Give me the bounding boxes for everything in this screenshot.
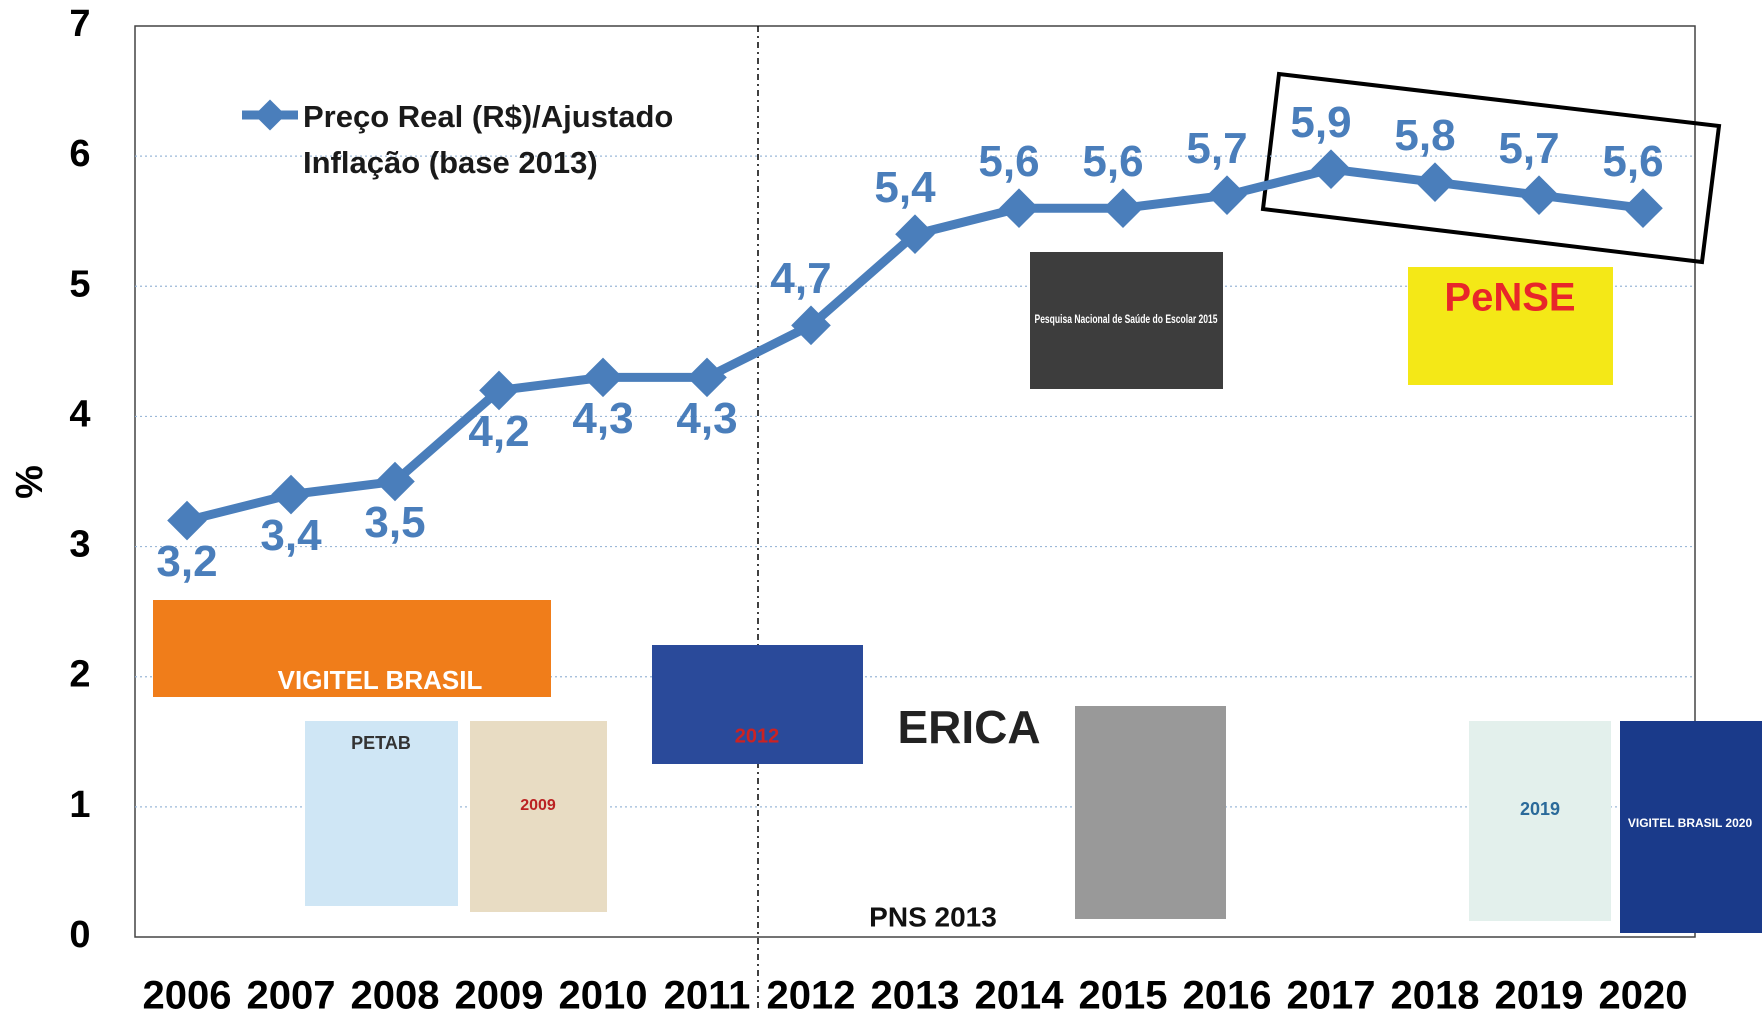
data-point bbox=[999, 188, 1039, 228]
plot-frame bbox=[134, 25, 1696, 938]
x-tick-label: 2012 bbox=[767, 974, 856, 1018]
annotation: 2019 bbox=[1520, 799, 1560, 819]
annotation: Pesquisa Nacional de Saúde do Escolar 20… bbox=[1035, 312, 1218, 326]
data-point bbox=[1103, 188, 1143, 228]
annotation: PNS 2013 bbox=[869, 901, 997, 932]
x-tick-label: 2016 bbox=[1183, 974, 1272, 1018]
x-tick-label: 2013 bbox=[871, 974, 960, 1018]
x-tick-label: 2009 bbox=[455, 974, 544, 1018]
x-tick-label: 2018 bbox=[1391, 974, 1480, 1018]
highlight-box bbox=[1260, 71, 1722, 265]
data-label: 5,4 bbox=[874, 163, 936, 212]
data-point bbox=[895, 214, 935, 255]
y-tick-label: 5 bbox=[69, 263, 90, 305]
y-tick-label: 4 bbox=[69, 393, 90, 435]
x-tick-label: 2019 bbox=[1495, 974, 1584, 1018]
data-label: 5,9 bbox=[1290, 98, 1351, 147]
x-tick-label: 2015 bbox=[1079, 974, 1168, 1018]
x-tick-label: 2007 bbox=[247, 974, 336, 1018]
data-label: 5,6 bbox=[1082, 137, 1143, 186]
y-tick-label: 3 bbox=[69, 524, 90, 566]
x-tick-label: 2020 bbox=[1599, 974, 1688, 1018]
data-point bbox=[687, 357, 727, 398]
y-axis-label: % bbox=[9, 465, 51, 499]
data-point bbox=[1519, 175, 1559, 215]
data-label: 4,2 bbox=[468, 407, 529, 456]
data-point bbox=[1311, 149, 1351, 189]
cover-image bbox=[1075, 706, 1226, 919]
annotation: 2012 bbox=[735, 725, 780, 747]
data-label: 3,2 bbox=[156, 537, 217, 586]
legend-label: Preço Real (R$)/Ajustado Inflação (base … bbox=[303, 99, 674, 180]
annotation: PETAB bbox=[351, 733, 411, 753]
x-tick-label: 2017 bbox=[1287, 974, 1376, 1018]
data-point bbox=[1207, 175, 1247, 215]
x-tick-label: 2006 bbox=[143, 974, 232, 1018]
data-point bbox=[375, 461, 415, 502]
annotation: ERICA bbox=[897, 701, 1040, 753]
data-label: 3,5 bbox=[364, 498, 425, 547]
annotation: VIGITEL BRASIL bbox=[278, 665, 483, 695]
cover-image bbox=[305, 721, 458, 906]
cover-image bbox=[1030, 252, 1223, 389]
data-point bbox=[271, 474, 311, 515]
cover-image bbox=[1469, 721, 1611, 921]
data-point bbox=[479, 370, 519, 411]
cover-image bbox=[1620, 721, 1762, 933]
legend-marker bbox=[254, 99, 286, 131]
data-point bbox=[791, 305, 831, 346]
data-label: 3,4 bbox=[260, 511, 322, 560]
data-label: 5,7 bbox=[1186, 124, 1247, 173]
data-point bbox=[167, 500, 207, 541]
cover-image bbox=[470, 721, 607, 912]
data-point bbox=[583, 357, 623, 398]
data-label: 5,8 bbox=[1394, 111, 1455, 160]
data-point bbox=[1623, 188, 1663, 228]
data-label: 5,6 bbox=[1602, 137, 1663, 186]
y-tick-label: 7 bbox=[69, 3, 90, 45]
cover-image bbox=[652, 645, 863, 764]
x-tick-label: 2008 bbox=[351, 974, 440, 1018]
data-label: 4,7 bbox=[770, 254, 831, 303]
cover-image bbox=[1408, 267, 1613, 385]
annotation: PeNSE bbox=[1444, 276, 1575, 320]
x-tick-label: 2010 bbox=[559, 974, 648, 1018]
y-tick-label: 0 bbox=[69, 914, 90, 956]
y-tick-label: 6 bbox=[69, 133, 90, 175]
y-tick-label: 1 bbox=[69, 784, 90, 826]
data-label: 4,3 bbox=[676, 394, 737, 443]
annotation: 2009 bbox=[520, 797, 556, 814]
data-label: 5,6 bbox=[978, 137, 1039, 186]
x-tick-label: 2011 bbox=[664, 974, 751, 1018]
data-label: 4,3 bbox=[572, 394, 633, 443]
y-tick-label: 2 bbox=[69, 654, 90, 696]
annotation: VIGITEL BRASIL 2020 bbox=[1628, 816, 1753, 830]
x-tick-label: 2014 bbox=[975, 974, 1065, 1018]
data-point bbox=[1415, 162, 1455, 202]
data-label: 5,7 bbox=[1498, 124, 1559, 173]
cover-image bbox=[153, 600, 551, 697]
